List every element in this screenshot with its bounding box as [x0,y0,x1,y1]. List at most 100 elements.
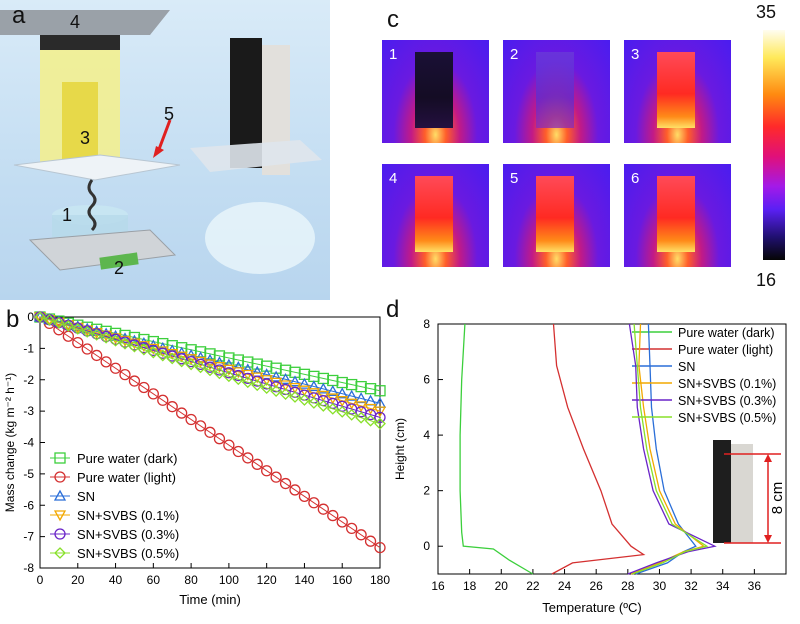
label-5: 5 [164,104,175,124]
data-point [119,337,131,350]
data-point [194,356,207,368]
lamp-housing [0,10,170,35]
legend-label: Pure water (light) [678,343,773,357]
data-point [185,358,198,371]
y-axis-label: Mass change (kg m⁻² h⁻¹) [3,373,17,512]
data-point [251,379,264,392]
data-point [346,522,358,535]
data-point [213,367,226,380]
data-point [374,411,386,424]
data-point [308,497,320,509]
legend-label: SN [77,489,95,504]
colorbar-max-label: 35 [756,2,777,22]
scale-arrow-head-top [764,454,772,462]
data-point [289,391,301,403]
data-point [364,535,377,547]
data-point [279,388,292,400]
data-point [100,331,113,344]
y-tick-label: -4 [23,436,34,450]
mass-change-chart: 0 20 40 60 80 100 120 140 160 180 0 -1 -2 -3 -4 -5 -6 -7 -… [3,310,390,607]
plot-frame [437,323,787,575]
ir-sample [536,52,574,128]
data-point [52,317,65,329]
arrow-line [156,119,172,153]
data-point [326,402,339,415]
x-tick-label: 16 [431,579,445,593]
data-point [355,411,368,424]
data-point [374,541,386,554]
ir-tile-number: 6 [631,170,640,187]
right-stage [190,140,322,172]
x-tick-label: 140 [294,573,314,587]
ir-sample [415,176,453,252]
data-point [156,349,169,362]
data-point [90,325,103,337]
data-point [71,322,84,335]
data-point [289,484,301,496]
data-point [336,396,349,408]
panel-d-letter: d [386,296,400,323]
data-point [137,343,150,356]
x-tick-label: 120 [257,573,277,587]
ir-tile-number: 5 [510,170,519,187]
ir-tile-3: 3 [624,40,731,143]
data-point [374,385,386,397]
data-point [279,477,292,490]
arrow-head [153,146,164,158]
data-point [298,394,311,406]
x-tick-label: 180 [370,573,390,587]
label-1: 1 [62,205,73,225]
data-point [223,439,235,451]
data-point [147,388,159,400]
data-point [241,369,254,381]
x-axis-label: Time (min) [179,592,241,607]
data-point [166,401,178,413]
data-point [298,490,311,503]
legend-label: SN [678,360,695,374]
y-tick-label: -8 [23,561,34,575]
data-point [62,319,75,332]
data-point [232,367,245,379]
y-tick-label: 8 [423,317,430,331]
data-point [213,362,226,374]
data-point [317,399,330,412]
data-point [222,370,235,383]
data-point [138,381,150,394]
data-point [326,384,339,396]
data-point [157,394,169,406]
y-tick-label: 4 [423,428,430,442]
ir-tile-2: 2 [503,40,610,143]
data-point [279,372,292,384]
data-point [128,375,141,387]
data-point [345,389,358,401]
right-beaker [205,202,315,274]
data-point [327,509,339,522]
setup-illustration: a 4 3 5 1 2 [0,0,330,300]
data-point [232,445,244,458]
data-point [185,413,197,426]
thermal-images-panel: c 1 2 3 4 5 6 35 16 [370,0,800,300]
data-point [241,376,254,389]
data-point [100,356,112,368]
data-point [345,408,358,421]
data-point [175,355,188,368]
lamp-head [40,35,120,50]
legend-label: SN+SVBS (0.1%) [678,377,776,391]
y-tick-label: 6 [423,373,430,387]
ir-tile-1: 1 [382,40,489,143]
x-tick-label: 160 [332,573,352,587]
data-point [175,351,188,363]
ir-tile-5: 5 [503,164,610,267]
data-point [109,362,122,374]
legend-label: Pure water (dark) [77,451,177,466]
inset-light-side [731,444,753,543]
data-point [261,465,273,477]
x-tick-label: 22 [526,579,540,593]
colorbar-min-label: 16 [756,270,777,290]
data-point [90,328,103,341]
data-point [81,325,94,338]
data-point [204,364,216,377]
label-2: 2 [114,258,125,278]
y-tick-label: -6 [23,498,34,512]
y-tick-label: 2 [423,484,430,498]
